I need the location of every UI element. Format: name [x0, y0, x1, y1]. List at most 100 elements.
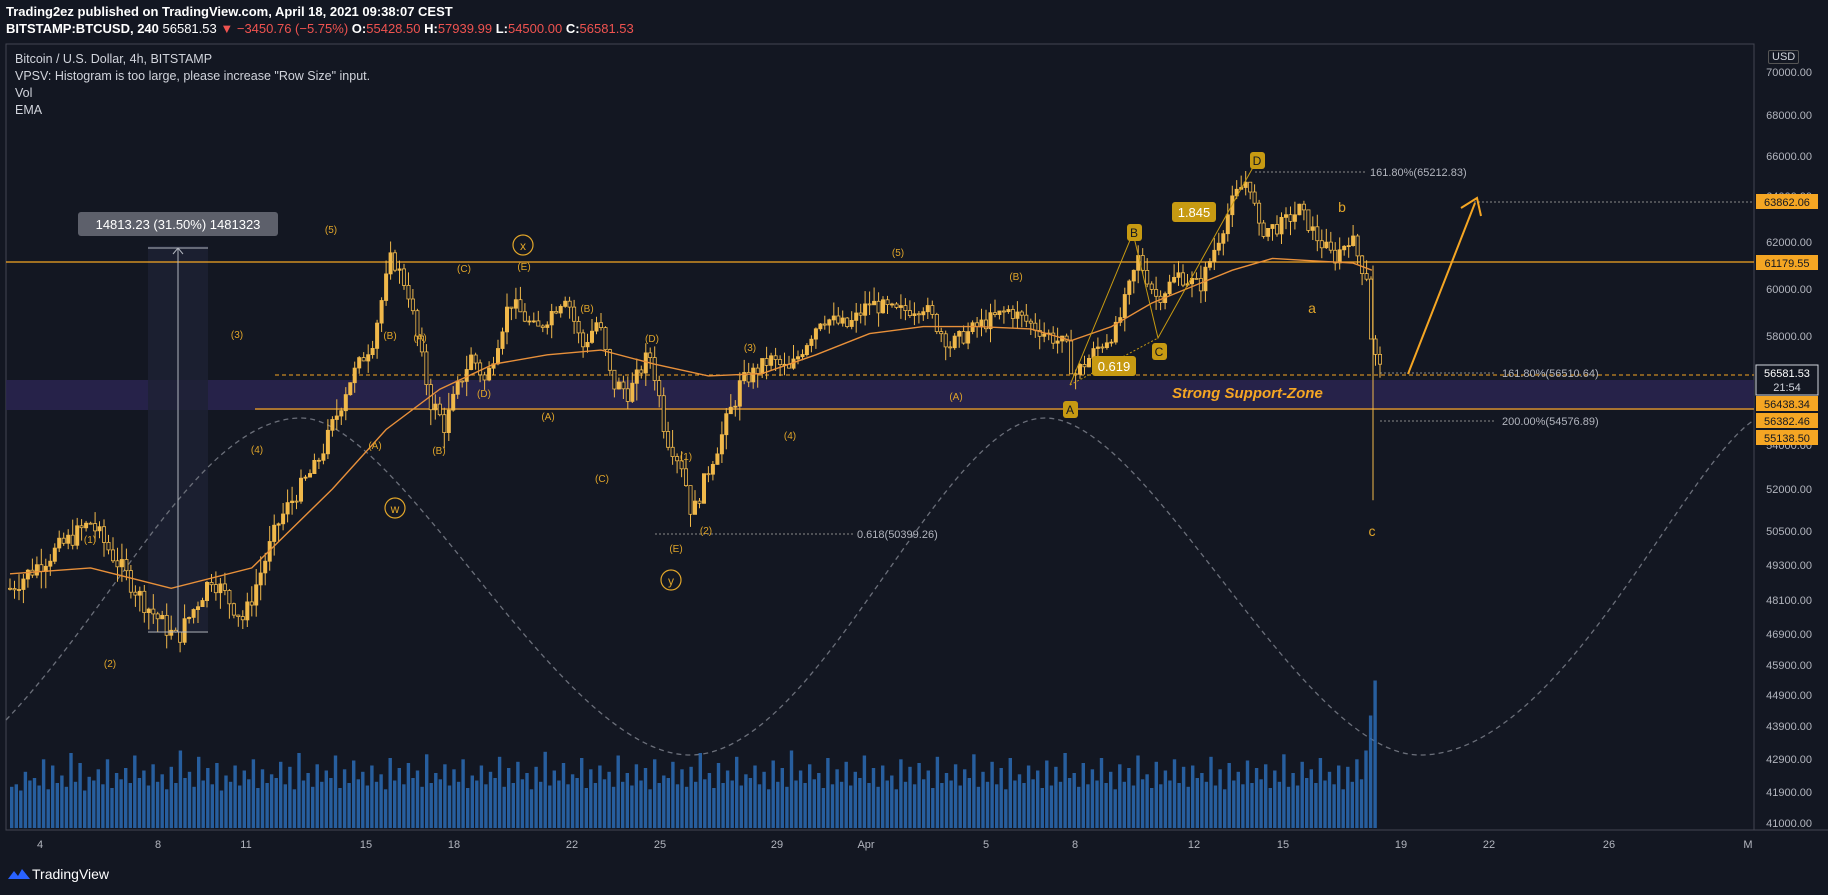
price-tick-label: 66000.00	[1766, 151, 1812, 163]
volume-bar	[352, 760, 356, 828]
candle-body	[813, 328, 818, 340]
candle-body	[912, 313, 917, 316]
candle-body	[245, 601, 250, 621]
volume-bar	[420, 786, 424, 829]
candle-body	[612, 369, 617, 390]
volume-bar	[1318, 758, 1323, 828]
candle-body	[1292, 214, 1297, 222]
candle-body	[142, 590, 147, 613]
volume-bar	[1008, 758, 1012, 828]
volume-bar	[269, 774, 274, 829]
candle-body	[446, 409, 451, 434]
candle-body	[1279, 216, 1284, 235]
candle-body	[52, 547, 57, 562]
volume-bar	[548, 785, 552, 828]
candle-body	[79, 525, 84, 529]
volume-bar	[201, 780, 205, 828]
candle-body	[339, 410, 344, 417]
point-label-D: D	[1253, 154, 1262, 168]
symbol-label[interactable]: BITSTAMP:BTCUSD, 240	[6, 21, 159, 36]
volume-bar	[1364, 750, 1368, 828]
candle-body	[75, 525, 80, 546]
legend-vpsv[interactable]: VPSV: Histogram is too large, please inc…	[15, 69, 371, 83]
candle-body	[1095, 346, 1100, 349]
volume-bar	[940, 783, 944, 828]
volume-bar	[64, 786, 69, 829]
candle-body	[272, 524, 277, 542]
candle-body	[388, 252, 393, 275]
wave-label: (2)	[104, 659, 116, 670]
legend-vol[interactable]: Vol	[15, 86, 33, 100]
volume-bar	[963, 769, 967, 829]
candle-body	[276, 523, 281, 526]
currency-label[interactable]: USD	[1768, 50, 1800, 64]
volume-bar	[1213, 785, 1218, 828]
candle-body	[433, 403, 438, 411]
candle-body	[1351, 235, 1356, 247]
time-tick-label: 26	[1603, 839, 1615, 851]
volume-bar	[789, 750, 794, 828]
wave-label: (A)	[413, 333, 426, 344]
candle-body	[290, 500, 295, 504]
candle-body	[1355, 235, 1360, 257]
wave-w-label: w	[390, 502, 400, 516]
candle-body	[957, 330, 962, 337]
candle-body	[702, 473, 707, 504]
volume-bar	[826, 758, 830, 828]
candle-body	[1131, 269, 1136, 282]
volume-bar	[393, 780, 397, 828]
legend-title[interactable]: Bitcoin / U.S. Dollar, 4h, BITSTAMP	[15, 52, 213, 66]
candle-body	[509, 306, 514, 309]
candle-body	[285, 502, 290, 515]
candle-body	[599, 322, 604, 329]
volume-bar	[958, 785, 962, 828]
volume-bar	[497, 756, 502, 829]
wave-label: (A)	[949, 392, 962, 403]
volume-bar	[1095, 780, 1099, 828]
candle-body	[236, 614, 241, 617]
candle-body	[209, 582, 214, 586]
candle-body	[182, 618, 187, 643]
candle-body	[231, 603, 236, 616]
volume-bar	[808, 764, 812, 829]
candle-body	[1172, 276, 1177, 283]
volume-bar	[493, 778, 497, 828]
legend-ema[interactable]: EMA	[15, 103, 43, 117]
volume-bar	[1004, 789, 1008, 829]
volume-bar	[762, 771, 766, 829]
volume-bar	[434, 773, 438, 828]
volume-bar	[830, 784, 835, 829]
volume-bar	[502, 786, 506, 829]
price-scale[interactable]: 70000.0068000.0066000.0064000.0062000.00…	[1766, 67, 1812, 830]
candle-body	[925, 305, 930, 313]
wave-label: (B)	[1009, 272, 1022, 283]
volume-bar	[995, 784, 999, 829]
volume-bar	[361, 771, 365, 829]
time-scale[interactable]: 4 8 11 15 18 22 25 29 Apr 5 8 12 15 19 22 26 M	[37, 839, 1753, 851]
candle-body	[1190, 277, 1195, 285]
volume-bar	[466, 788, 470, 828]
volume-bar	[561, 763, 566, 828]
volume-bar	[297, 753, 301, 828]
volume-bar	[219, 790, 224, 828]
wave-label: (D)	[645, 334, 659, 345]
volume-bar	[1204, 781, 1209, 829]
volume-bar	[1118, 764, 1122, 829]
volume-bar	[488, 771, 493, 829]
candle-body	[760, 358, 765, 375]
candle-body	[684, 468, 689, 486]
support-zone-label: Strong Support-Zone	[1172, 385, 1323, 402]
volume-bar	[333, 755, 338, 828]
volume-bar	[1355, 759, 1359, 829]
candle-body	[634, 369, 639, 384]
volume-bar	[616, 755, 620, 828]
volume-bar	[456, 781, 461, 829]
candle-body	[849, 319, 854, 327]
candle-body	[594, 322, 599, 332]
volume-bar	[397, 768, 401, 828]
volume-bar	[137, 778, 142, 828]
candle-body	[504, 306, 509, 333]
candle-body	[1149, 283, 1154, 290]
volume-bar	[142, 770, 146, 828]
